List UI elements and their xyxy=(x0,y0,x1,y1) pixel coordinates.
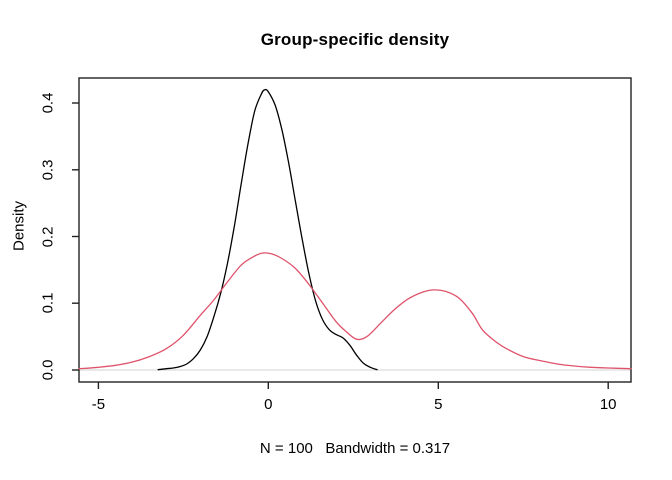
y-tick-label: 0.1 xyxy=(39,292,57,314)
y-tick-label: 0.2 xyxy=(39,226,57,247)
x-tick-label: 10 xyxy=(599,396,617,413)
x-tick-label: 0 xyxy=(264,396,273,413)
density-curve-group-2-density xyxy=(78,252,632,370)
y-tick-label: 0.4 xyxy=(39,92,57,114)
plot-title: Group-specific density xyxy=(260,30,450,49)
x-tick-label: 5 xyxy=(434,396,443,413)
y-tick-label: 0.0 xyxy=(39,359,57,381)
x-axis-label: N = 100 Bandwidth = 0.317 xyxy=(259,440,451,457)
density-curve-group-1-density xyxy=(157,88,378,371)
plot-box xyxy=(78,77,632,383)
x-tick-label: -5 xyxy=(91,396,106,413)
y-tick-label: 0.3 xyxy=(39,159,57,181)
y-axis-label: Density xyxy=(10,200,28,252)
